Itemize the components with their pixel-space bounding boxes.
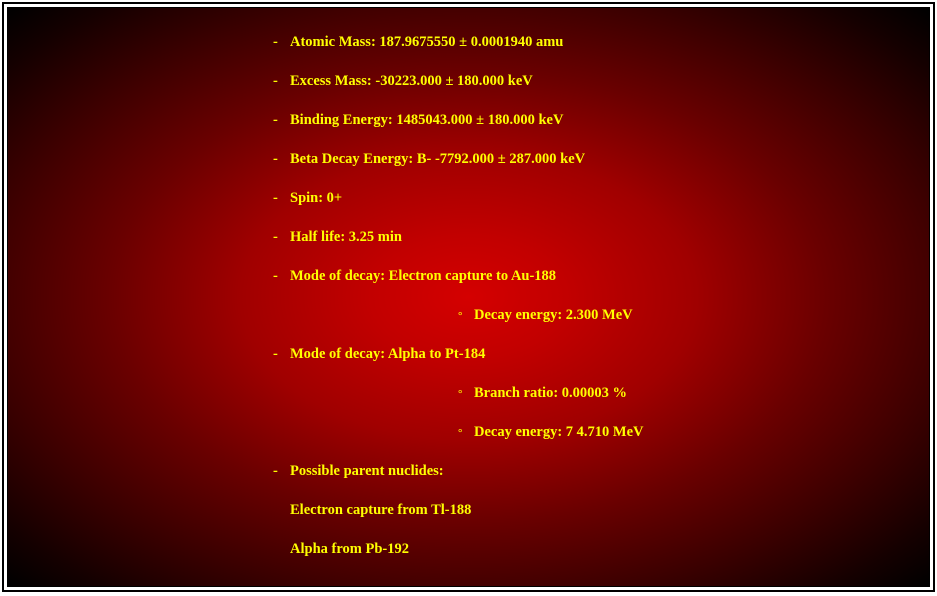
mode-alpha-text: Mode of decay: Alpha to Pt-184 bbox=[290, 346, 485, 363]
dash-icon: - bbox=[273, 34, 283, 51]
item-mode-ec: - Mode of decay: Electron capture to Au-… bbox=[273, 268, 909, 285]
dash-icon: - bbox=[273, 190, 283, 207]
ec-decay-energy-text: Decay energy: 2.300 MeV bbox=[474, 307, 633, 324]
subitem-ec-decay-energy: ° Decay energy: 2.300 MeV bbox=[458, 307, 909, 324]
binding-energy-text: Binding Energy: 1485043.000 ± 180.000 ke… bbox=[290, 112, 563, 129]
excess-mass-text: Excess Mass: -30223.000 ± 180.000 keV bbox=[290, 73, 533, 90]
dash-icon: - bbox=[273, 463, 283, 480]
parent-ec-text: Electron capture from Tl-188 bbox=[290, 502, 471, 518]
dash-icon: - bbox=[273, 346, 283, 363]
subitem-alpha-branch: ° Branch ratio: 0.00003 % bbox=[458, 385, 909, 402]
parent-alpha-text: Alpha from Pb-192 bbox=[290, 541, 409, 557]
dash-icon: - bbox=[273, 112, 283, 129]
dash-icon: - bbox=[273, 73, 283, 90]
parents-label-text: Possible parent nuclides: bbox=[290, 463, 444, 480]
outer-frame: - Atomic Mass: 187.9675550 ± 0.0001940 a… bbox=[2, 2, 935, 592]
item-excess-mass: - Excess Mass: -30223.000 ± 180.000 keV bbox=[273, 73, 909, 90]
alpha-branch-text: Branch ratio: 0.00003 % bbox=[474, 385, 627, 402]
alpha-energy-text: Decay energy: 7 4.710 MeV bbox=[474, 424, 644, 441]
item-beta-decay: - Beta Decay Energy: B- -7792.000 ± 287.… bbox=[273, 151, 909, 168]
item-atomic-mass: - Atomic Mass: 187.9675550 ± 0.0001940 a… bbox=[273, 34, 909, 51]
mode-ec-text: Mode of decay: Electron capture to Au-18… bbox=[290, 268, 556, 285]
item-binding-energy: - Binding Energy: 1485043.000 ± 180.000 … bbox=[273, 112, 909, 129]
content-panel: - Atomic Mass: 187.9675550 ± 0.0001940 a… bbox=[7, 7, 930, 587]
beta-decay-text: Beta Decay Energy: B- -7792.000 ± 287.00… bbox=[290, 151, 585, 168]
item-parents: - Possible parent nuclides: bbox=[273, 463, 909, 480]
item-mode-alpha: - Mode of decay: Alpha to Pt-184 bbox=[273, 346, 909, 363]
parent-ec: Electron capture from Tl-188 bbox=[290, 502, 909, 519]
item-half-life: - Half life: 3.25 min bbox=[273, 229, 909, 246]
dash-icon: - bbox=[273, 151, 283, 168]
subitem-alpha-energy: ° Decay energy: 7 4.710 MeV bbox=[458, 424, 909, 441]
half-life-text: Half life: 3.25 min bbox=[290, 229, 402, 246]
degree-icon: ° bbox=[458, 310, 470, 322]
dash-icon: - bbox=[273, 229, 283, 246]
item-spin: - Spin: 0+ bbox=[273, 190, 909, 207]
spin-text: Spin: 0+ bbox=[290, 190, 342, 207]
atomic-mass-text: Atomic Mass: 187.9675550 ± 0.0001940 amu bbox=[290, 34, 563, 51]
dash-icon: - bbox=[273, 268, 283, 285]
degree-icon: ° bbox=[458, 388, 470, 400]
parent-alpha: Alpha from Pb-192 bbox=[290, 541, 909, 558]
degree-icon: ° bbox=[458, 427, 470, 439]
